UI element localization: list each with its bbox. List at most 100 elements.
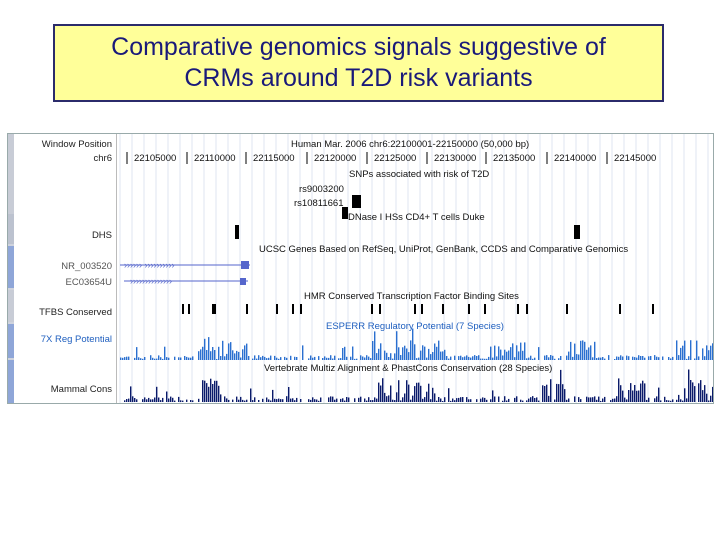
- dhs-block-1: [235, 225, 239, 239]
- reg-potential-bar: [596, 358, 598, 360]
- reg-potential-bar: [346, 356, 348, 360]
- conservation-bar: [530, 397, 532, 402]
- conservation-bar: [642, 380, 644, 402]
- snp-marker-2: [342, 207, 348, 219]
- reg-potential-bar: [600, 357, 602, 360]
- reg-potential-bar: [152, 357, 154, 360]
- dnase-track-title: DNase I HSs CD4+ T cells Duke: [348, 212, 485, 223]
- reg-potential-bar: [538, 347, 540, 360]
- tfbs-mark: [421, 304, 423, 314]
- label-reg-potential[interactable]: 7X Reg Potential: [40, 334, 112, 345]
- conservation-bar: [320, 397, 322, 402]
- reg-potential-bar: [686, 358, 688, 360]
- conservation-bar: [492, 390, 494, 402]
- coord-7: 22135000: [493, 153, 536, 164]
- conservation-bar: [262, 398, 264, 402]
- reg-potential-bar: [626, 355, 628, 360]
- reg-potential-bar: [554, 358, 556, 360]
- reg-potential-bar: [268, 357, 270, 360]
- reg-potential-bar: [458, 356, 460, 360]
- conservation-bar: [392, 399, 394, 402]
- conservation-bar: [596, 399, 598, 402]
- reg-potential-bar: [144, 357, 146, 360]
- reg-potential-bar: [160, 357, 162, 360]
- svg-text:›››››› ››››››››››: ›››››› ››››››››››: [124, 260, 174, 270]
- conservation-bar: [648, 397, 650, 402]
- reg-potential-bar: [124, 357, 126, 360]
- reg-potential-bar: [302, 345, 304, 360]
- conservation-bar: [180, 400, 182, 402]
- reg-potential-bar: [166, 357, 168, 360]
- reg-potential-bar: [154, 358, 156, 360]
- conservation-bar: [368, 397, 370, 402]
- coord-1: 22105000: [134, 153, 177, 164]
- conservation-bar: [364, 398, 366, 402]
- conservation-bar: [688, 369, 690, 402]
- tfbs-mark: [414, 304, 416, 314]
- reg-potential-bar: [404, 345, 406, 360]
- conservation-bar: [482, 397, 484, 402]
- reg-potential-bar: [120, 357, 122, 360]
- label-tfbs[interactable]: TFBS Conserved: [39, 307, 112, 318]
- conservation-bar: [282, 399, 284, 402]
- reg-potential-bar: [530, 355, 532, 360]
- conservation-bar: [420, 385, 422, 402]
- conservation-bar: [250, 388, 252, 402]
- reg-potential-bar: [224, 356, 226, 360]
- conservation-bar: [336, 398, 338, 402]
- reg-potential-bar: [254, 355, 256, 360]
- conservation-bar: [644, 383, 646, 402]
- tfbs-mark: [619, 304, 621, 314]
- reg-potential-bar: [198, 351, 200, 360]
- reg-potential-bar: [442, 351, 444, 360]
- reg-potential-bar: [188, 357, 190, 360]
- conservation-bar: [366, 400, 368, 402]
- label-gene-1[interactable]: NR_003520: [61, 261, 112, 272]
- conservation-bar: [708, 400, 710, 402]
- reg-potential-bar: [668, 357, 670, 360]
- label-gene-2[interactable]: EC03654U: [65, 277, 112, 288]
- reg-potential-bar: [420, 350, 422, 360]
- reg-potential-bar: [688, 356, 690, 360]
- conservation-bar: [126, 399, 128, 402]
- conservation-bar: [128, 398, 130, 402]
- reg-potential-bar: [400, 355, 402, 360]
- conservation-bar: [154, 397, 156, 402]
- label-chr[interactable]: chr6: [93, 153, 112, 164]
- conservation-bar: [428, 383, 430, 402]
- genes-track-title: UCSC Genes Based on RefSeq, UniProt, Gen…: [259, 244, 629, 255]
- reg-potential-bar: [388, 357, 390, 360]
- tfbs-mark: [246, 304, 248, 314]
- reg-potential-bar: [678, 355, 680, 360]
- conservation-bar: [240, 396, 242, 402]
- reg-potential-bar: [310, 355, 312, 360]
- label-dhs[interactable]: DHS: [91, 230, 112, 241]
- label-mammal-cons[interactable]: Mammal Cons: [50, 384, 112, 395]
- conservation-bar: [130, 386, 132, 402]
- label-window-position[interactable]: Window Position: [41, 139, 112, 150]
- reg-potential-bar: [294, 356, 296, 360]
- reg-potential-bar: [380, 343, 382, 360]
- conservation-bar: [670, 400, 672, 402]
- reg-potential-bar: [122, 357, 124, 360]
- conservation-bar: [528, 398, 530, 402]
- reg-potential-bar: [464, 356, 466, 360]
- conservation-bar: [244, 400, 246, 402]
- conservation-bar: [312, 397, 314, 402]
- conservation-bar: [448, 388, 450, 402]
- reg-potential-bar: [634, 357, 636, 360]
- conservation-bar: [560, 369, 562, 402]
- conservation-bar: [328, 397, 330, 402]
- conservation-bar: [334, 399, 336, 402]
- conservation-bar: [204, 380, 206, 402]
- reg-potential-bar: [394, 353, 396, 360]
- conservation-bar: [384, 392, 386, 402]
- track-side-bar[interactable]: [8, 134, 14, 403]
- conservation-bar: [146, 399, 148, 402]
- conservation-bar: [134, 398, 136, 402]
- conservation-bar: [286, 396, 288, 402]
- conservation-bar: [434, 393, 436, 402]
- conservation-bar: [712, 386, 713, 402]
- reg-potential-bar: [558, 358, 560, 360]
- conservation-bar: [432, 387, 434, 402]
